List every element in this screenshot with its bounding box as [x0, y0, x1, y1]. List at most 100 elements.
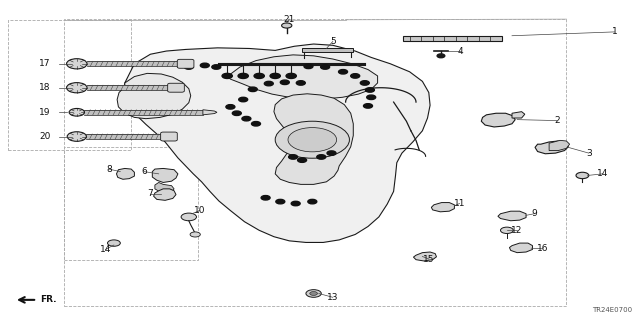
Text: 4: 4 [458, 47, 463, 56]
Circle shape [296, 81, 305, 85]
Circle shape [364, 104, 372, 108]
Polygon shape [274, 94, 353, 184]
Circle shape [310, 292, 317, 295]
Polygon shape [512, 112, 525, 118]
Text: 1: 1 [612, 27, 617, 36]
Polygon shape [227, 55, 378, 99]
Circle shape [248, 87, 257, 92]
Circle shape [67, 132, 86, 141]
Circle shape [200, 63, 209, 68]
Polygon shape [124, 44, 430, 242]
Bar [64, 147, 198, 260]
Circle shape [339, 70, 348, 74]
Circle shape [67, 83, 87, 93]
Polygon shape [413, 252, 436, 261]
Circle shape [308, 199, 317, 204]
Circle shape [222, 73, 232, 78]
Polygon shape [509, 243, 532, 253]
Text: 15: 15 [423, 255, 435, 263]
Text: 7: 7 [148, 189, 153, 198]
Circle shape [264, 81, 273, 86]
Circle shape [232, 111, 241, 115]
Circle shape [108, 240, 120, 246]
Polygon shape [154, 189, 176, 200]
Circle shape [360, 81, 369, 85]
Text: 21: 21 [284, 15, 295, 24]
Text: 20: 20 [39, 132, 51, 141]
Text: 14: 14 [597, 169, 609, 178]
Circle shape [304, 64, 313, 69]
Text: 14: 14 [100, 245, 111, 254]
Circle shape [327, 151, 336, 155]
Circle shape [67, 59, 87, 69]
Polygon shape [116, 168, 134, 179]
Text: 5: 5 [330, 37, 335, 46]
Bar [302, 48, 353, 52]
Circle shape [282, 23, 292, 28]
Circle shape [276, 199, 285, 204]
Polygon shape [481, 113, 515, 127]
Bar [87, 61, 180, 66]
Circle shape [190, 232, 200, 237]
FancyBboxPatch shape [161, 132, 177, 141]
Text: TR24E0700: TR24E0700 [592, 307, 632, 313]
Polygon shape [498, 211, 526, 221]
Text: 19: 19 [39, 108, 51, 117]
Circle shape [238, 73, 248, 78]
Circle shape [184, 65, 193, 69]
Polygon shape [203, 110, 217, 115]
Text: 8: 8 [106, 165, 111, 174]
Bar [84, 110, 203, 115]
Text: FR.: FR. [40, 295, 56, 304]
Polygon shape [549, 140, 570, 151]
Text: 9: 9 [532, 209, 537, 218]
Circle shape [69, 108, 84, 116]
Circle shape [242, 116, 251, 121]
Polygon shape [117, 73, 191, 119]
Text: 2: 2 [554, 116, 559, 125]
Circle shape [254, 73, 264, 78]
Bar [403, 36, 502, 41]
Bar [87, 85, 170, 90]
Polygon shape [155, 182, 174, 193]
FancyBboxPatch shape [168, 83, 184, 92]
Text: 3: 3 [586, 149, 591, 158]
Circle shape [500, 227, 513, 234]
Circle shape [367, 95, 376, 100]
Circle shape [226, 105, 235, 109]
Circle shape [321, 65, 330, 69]
Text: 16: 16 [537, 244, 548, 253]
Circle shape [288, 128, 337, 152]
Text: 11: 11 [454, 199, 465, 208]
Circle shape [261, 196, 270, 200]
Polygon shape [535, 141, 568, 154]
Circle shape [252, 122, 260, 126]
Circle shape [351, 74, 360, 78]
Polygon shape [152, 168, 178, 182]
Circle shape [365, 88, 374, 92]
Circle shape [239, 97, 248, 102]
Circle shape [289, 155, 298, 159]
Bar [86, 134, 163, 139]
Circle shape [576, 172, 589, 179]
Circle shape [286, 73, 296, 78]
Circle shape [291, 201, 300, 206]
Circle shape [306, 290, 321, 297]
Text: 12: 12 [511, 226, 523, 235]
Text: 6: 6 [141, 167, 147, 176]
Text: 18: 18 [39, 83, 51, 92]
Circle shape [212, 65, 221, 69]
Polygon shape [431, 203, 454, 212]
Circle shape [437, 54, 445, 58]
Text: 13: 13 [327, 293, 339, 302]
Circle shape [298, 158, 307, 162]
Circle shape [181, 213, 196, 221]
Bar [8, 20, 131, 150]
Circle shape [317, 155, 326, 159]
FancyBboxPatch shape [177, 59, 194, 68]
Circle shape [280, 80, 289, 85]
Circle shape [270, 73, 280, 78]
Text: 10: 10 [194, 206, 205, 215]
Bar [64, 19, 566, 306]
Text: 17: 17 [39, 59, 51, 68]
